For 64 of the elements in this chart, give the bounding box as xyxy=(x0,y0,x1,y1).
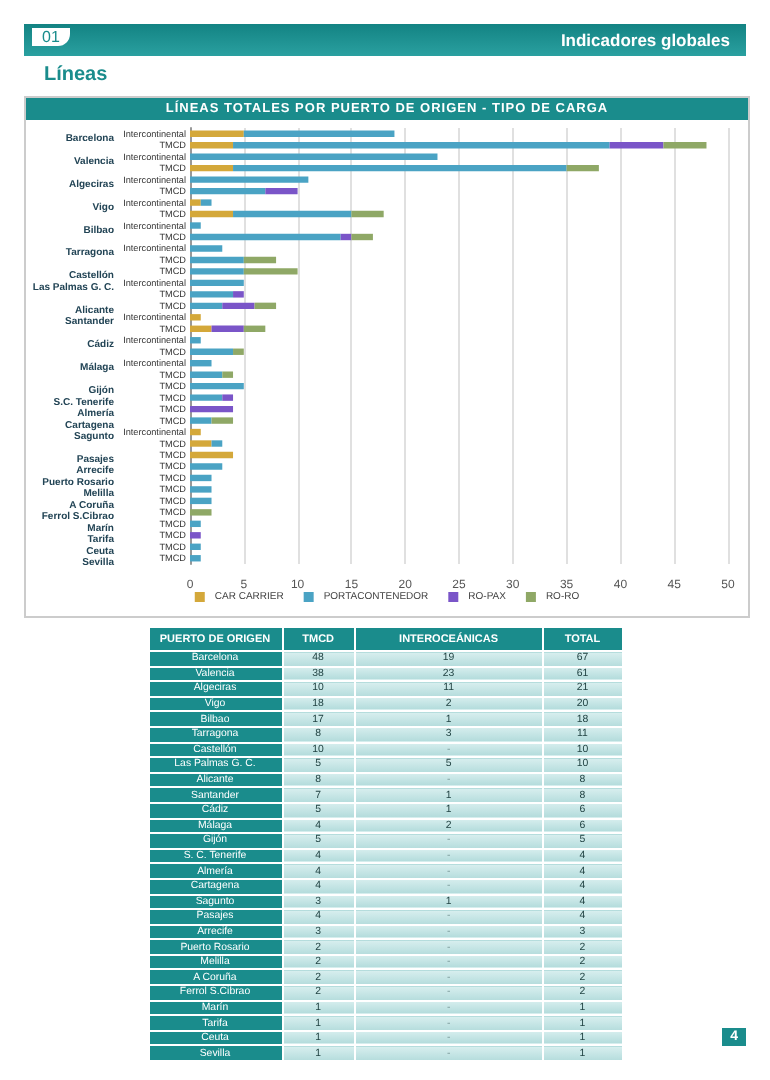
bar xyxy=(233,210,352,218)
bar xyxy=(190,187,266,195)
bar xyxy=(190,486,212,493)
bar xyxy=(609,142,664,149)
bar xyxy=(190,555,201,562)
bar xyxy=(351,210,384,218)
bar xyxy=(233,164,567,172)
bar xyxy=(190,130,244,137)
bar xyxy=(211,417,234,424)
bar xyxy=(190,371,223,378)
bar xyxy=(190,348,234,355)
bar xyxy=(190,417,212,424)
bar xyxy=(222,394,234,401)
bar xyxy=(190,233,341,241)
bar xyxy=(190,382,244,390)
bar xyxy=(233,348,244,355)
bar xyxy=(211,325,244,332)
bar xyxy=(211,440,223,447)
text: Líneas xyxy=(44,64,108,86)
bar xyxy=(190,509,212,516)
bar xyxy=(190,222,201,229)
bar xyxy=(566,164,599,172)
bar xyxy=(190,302,223,310)
bar xyxy=(190,268,244,275)
bar xyxy=(243,130,395,137)
bar xyxy=(190,153,438,160)
bar xyxy=(190,474,212,482)
bar xyxy=(190,210,234,218)
bar xyxy=(200,199,212,206)
bar xyxy=(190,520,201,528)
bar xyxy=(243,325,266,332)
bar xyxy=(190,142,234,149)
bar xyxy=(233,291,244,298)
bar xyxy=(190,394,223,401)
bar xyxy=(222,371,234,378)
bar xyxy=(663,142,707,149)
bar xyxy=(265,187,298,195)
bar xyxy=(190,543,201,550)
bar xyxy=(190,428,201,436)
bar xyxy=(190,463,223,470)
bar xyxy=(190,497,212,505)
bar xyxy=(190,360,212,367)
bar xyxy=(190,314,201,321)
bar xyxy=(190,164,234,172)
bar xyxy=(190,405,234,413)
bar xyxy=(243,268,298,275)
bar xyxy=(254,302,277,310)
bar xyxy=(190,532,201,539)
bar xyxy=(243,256,277,264)
bar xyxy=(190,337,201,344)
bar xyxy=(190,279,244,287)
text: 01 xyxy=(32,28,70,46)
bar xyxy=(190,325,212,332)
bar xyxy=(190,440,212,447)
bar xyxy=(190,176,309,183)
bar xyxy=(190,451,234,459)
bar xyxy=(190,199,201,206)
bar xyxy=(190,291,234,298)
bar xyxy=(190,245,223,252)
bar xyxy=(190,256,244,264)
bar xyxy=(222,302,255,310)
bar xyxy=(233,142,610,149)
text: Indicadores globales xyxy=(560,30,730,50)
bar xyxy=(351,233,373,241)
